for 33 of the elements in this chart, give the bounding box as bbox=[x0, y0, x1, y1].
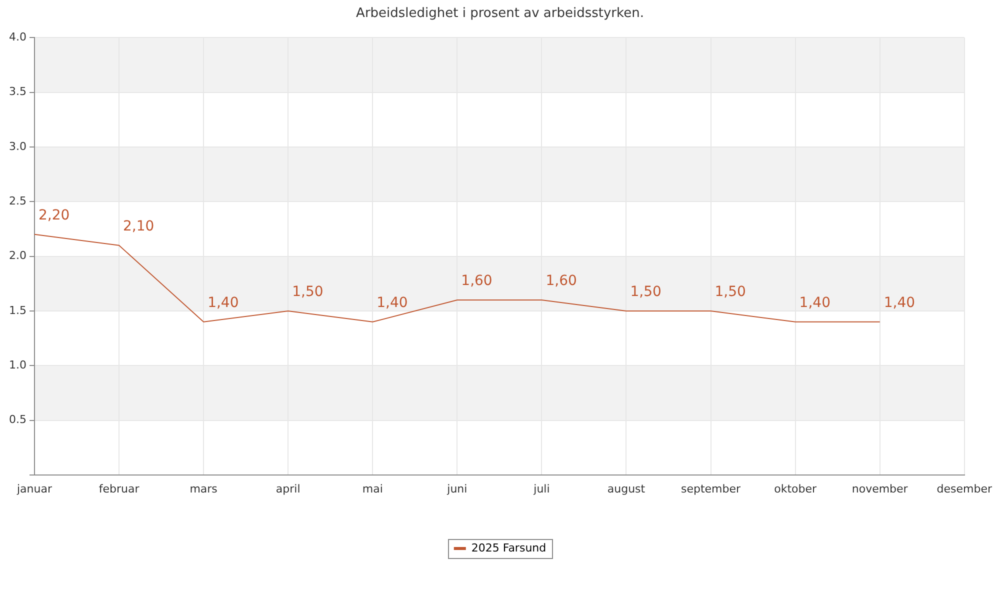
data-label: 2,10 bbox=[123, 218, 154, 234]
data-label: 1,40 bbox=[884, 294, 916, 311]
y-tick-label: 1.0 bbox=[8, 358, 26, 372]
legend-label: 2025 Farsund bbox=[471, 541, 546, 554]
data-label: 1,40 bbox=[208, 294, 239, 311]
x-tick-label: september bbox=[680, 482, 742, 496]
x-tick-label: mai bbox=[362, 482, 383, 496]
y-tick-label: 3.5 bbox=[8, 85, 26, 98]
x-tick-label: mars bbox=[190, 482, 218, 496]
y-tick-label: 1.5 bbox=[8, 304, 26, 317]
data-label: 1,50 bbox=[714, 284, 746, 300]
y-tick-label: 2.5 bbox=[8, 194, 26, 208]
data-label: 1,50 bbox=[292, 284, 324, 300]
data-label: 1,40 bbox=[376, 294, 408, 311]
y-tick-label: 2.0 bbox=[8, 249, 26, 262]
x-tick-label: november bbox=[852, 482, 908, 496]
y-tick-label: 0.5 bbox=[8, 413, 26, 426]
x-tick-label: oktober bbox=[774, 482, 817, 496]
x-tick-label: august bbox=[607, 482, 646, 496]
x-tick-label: juni bbox=[446, 482, 468, 496]
x-tick-label: desember bbox=[936, 482, 992, 496]
x-tick-label: januar bbox=[16, 482, 52, 496]
x-tick-label: juli bbox=[532, 482, 550, 496]
data-label: 1,60 bbox=[461, 273, 492, 290]
data-label: 2,20 bbox=[38, 207, 70, 224]
data-label: 1,50 bbox=[630, 284, 662, 300]
y-tick-label: 4.0 bbox=[8, 30, 26, 44]
x-tick-label: april bbox=[276, 482, 300, 496]
y-tick-label: 3.0 bbox=[8, 140, 26, 153]
data-label: 1,60 bbox=[546, 273, 577, 290]
x-tick-label: februar bbox=[98, 482, 140, 496]
data-label: 1,40 bbox=[799, 294, 830, 311]
chart-title: Arbeidsledighet i prosent av arbeidsstyrken. bbox=[356, 6, 644, 22]
